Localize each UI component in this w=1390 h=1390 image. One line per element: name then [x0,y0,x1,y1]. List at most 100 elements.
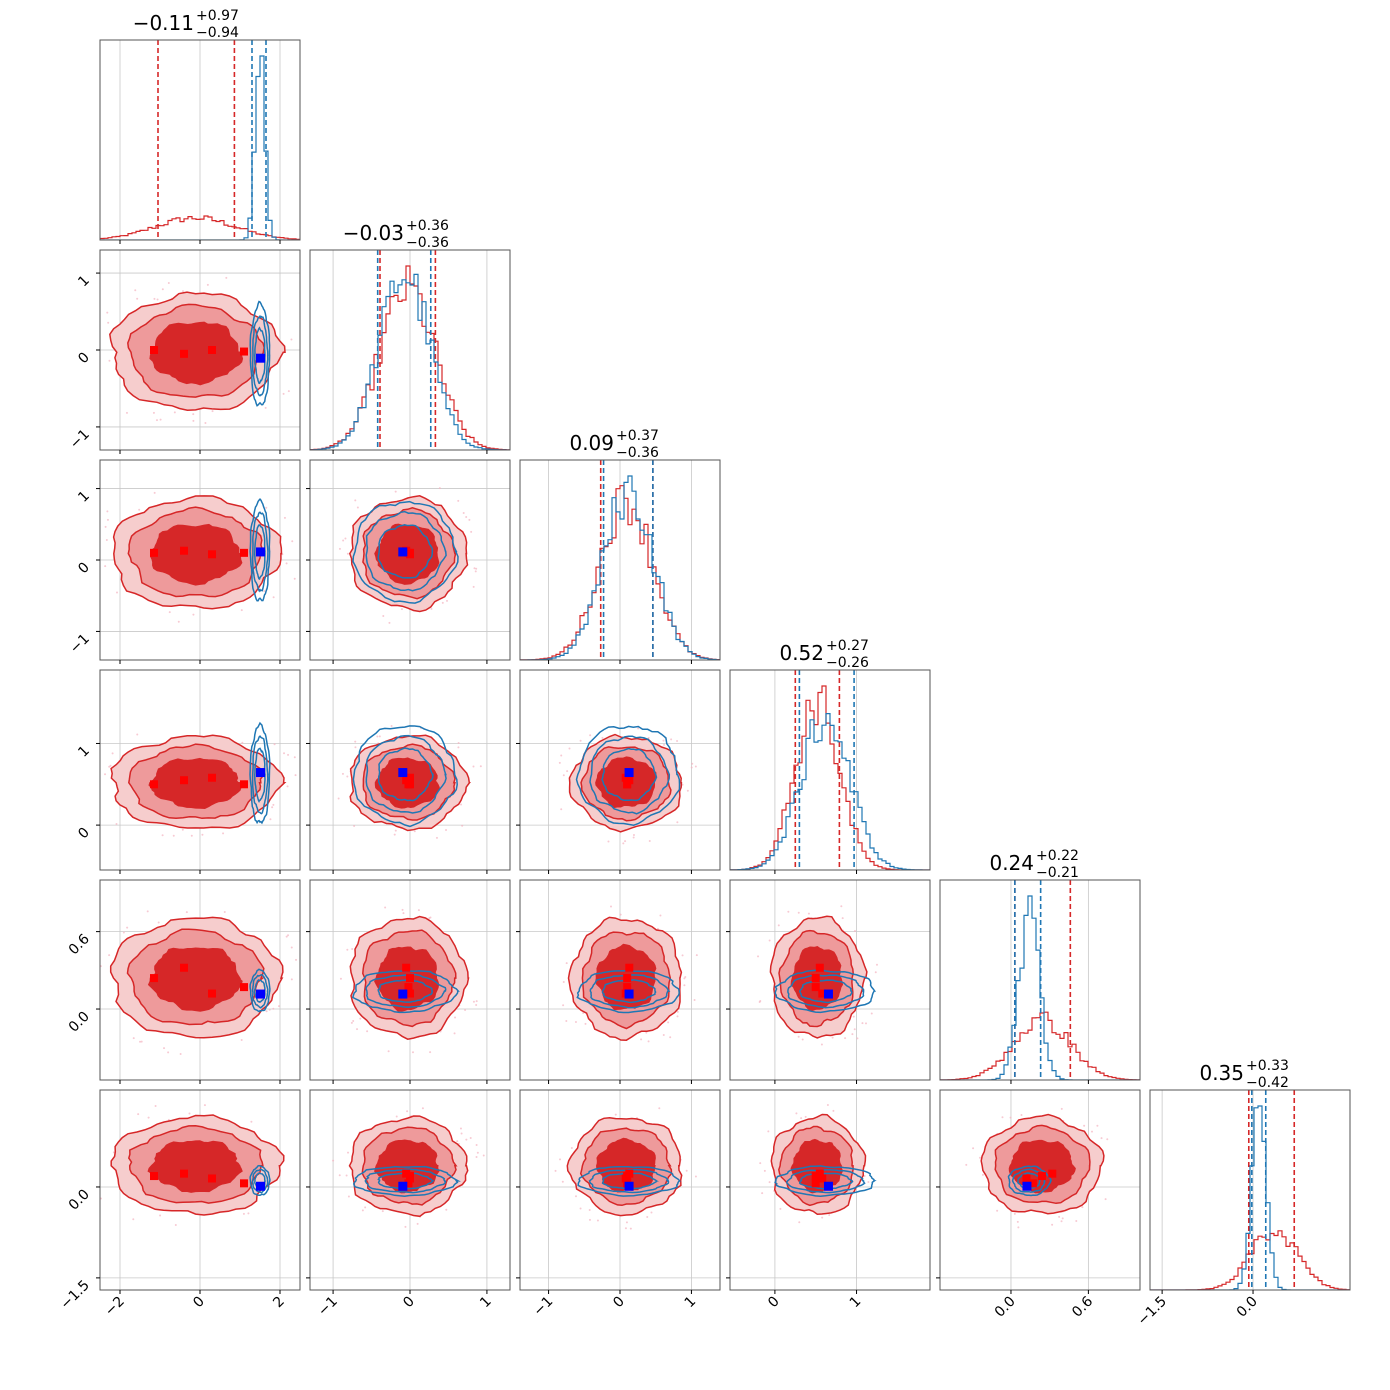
scatter-point [273,743,276,746]
scatter-point [159,1214,162,1217]
truth-marker-red [625,963,634,972]
scatter-point [625,1221,628,1224]
scatter-point [1020,1113,1023,1116]
x-tick-label: −1.5 [1135,1294,1170,1329]
contour-panel-4-3 [726,879,931,1084]
panel-title-0: −0.11 +0.97−0.94 [133,8,239,41]
scatter-point [106,510,109,513]
scatter-point [690,766,693,769]
scatter-point [609,905,612,908]
scatter-point [820,1043,823,1046]
x-tick-label: 1 [682,1294,700,1312]
scatter-point [136,297,139,300]
scatter-point [278,1005,281,1008]
contour-blue-1 [251,735,269,815]
title-value: 0.09 [569,431,614,455]
scatter-point [96,372,98,374]
scatter-point [1106,1138,1109,1141]
contour-panel-3-0: 01 [75,669,301,874]
scatter-point [272,1007,275,1010]
contour-blue-2 [254,326,266,385]
x-tick-label: 0 [190,1294,208,1312]
scatter-point [1009,1116,1012,1119]
panel-title-2: 0.09 +0.37−0.36 [569,428,659,461]
truth-marker-blue [256,547,265,557]
scatter-point [112,1151,115,1154]
scatter-point [821,1216,824,1219]
scatter-point [352,1019,355,1022]
title-value: 0.35 [1199,1061,1244,1085]
contour-blue-2 [377,1172,435,1190]
truth-marker-red [811,974,820,983]
scatter-point [614,1113,617,1116]
scatter-point [106,311,109,314]
truth-marker-red [1037,1172,1046,1181]
scatter-point [579,739,582,742]
scatter-point [366,1030,369,1033]
scatter-point [831,1036,834,1039]
scatter-point [647,1040,650,1043]
truth-marker-blue [256,768,265,778]
truth-marker-red [621,1174,630,1183]
scatter-point [759,1162,762,1165]
scatter-point [795,1112,798,1115]
scatter-point [568,747,571,750]
contour-blue-1 [251,511,269,593]
scatter-point [768,1181,771,1184]
scatter-point [566,770,569,773]
scatter-point [1096,1124,1099,1127]
truth-marker-red [815,963,824,972]
truth-marker-red [150,974,158,983]
histogram-panel-4: 0.24 +0.22−0.21 [939,848,1141,1084]
truth-marker-red [625,1169,634,1178]
scatter-point [222,832,225,835]
histogram-red-4 [940,1011,1140,1080]
contour-blue-0 [351,970,460,1014]
scatter-point [667,1021,670,1024]
scatter-point [395,1115,398,1118]
contour-blue-2 [601,747,658,802]
truth-marker-red [623,983,632,992]
scatter-point [413,830,416,833]
scatter-point [1051,1223,1054,1226]
contour-blue-1 [365,973,447,1009]
contour-panel-3-2 [516,669,721,874]
scatter-point [382,615,385,618]
truth-marker-red [404,548,413,557]
contour-blue-1 [589,735,671,815]
scatter-point [104,525,107,528]
scatter-point [177,620,180,623]
truth-marker-red [150,780,158,789]
scatter-point [474,570,477,573]
x-tick-label: 0 [765,1294,783,1312]
panel-frame [939,1089,1141,1291]
truth-marker-blue [398,989,408,999]
scatter-point [472,765,475,768]
scatter-point [965,1163,968,1166]
scatter-point [684,975,687,978]
scatter-point [134,289,137,292]
contour-blue-1 [364,1168,447,1194]
scatter-point [844,1037,847,1040]
scatter-point [115,591,118,594]
scatter-point [344,537,347,540]
scatter-point [430,607,433,610]
truth-marker-red [406,773,414,782]
scatter-point [153,297,156,300]
scatter-point [192,413,195,416]
contour-blue-0 [774,1165,877,1197]
scatter-point [832,1109,835,1112]
truth-marker-red [1048,1169,1057,1178]
panel-frame [939,879,1141,1081]
contour-blue-1 [251,974,269,1009]
scatter-point [619,913,622,916]
scatter-point [240,609,243,612]
truth-marker-red [406,989,414,998]
scatter-point [105,538,108,541]
scatter-point [1058,1215,1061,1218]
scatter-point [570,1146,573,1149]
scatter-point [181,828,184,831]
scatter-point [350,1021,353,1024]
scatter-point [861,1022,864,1025]
